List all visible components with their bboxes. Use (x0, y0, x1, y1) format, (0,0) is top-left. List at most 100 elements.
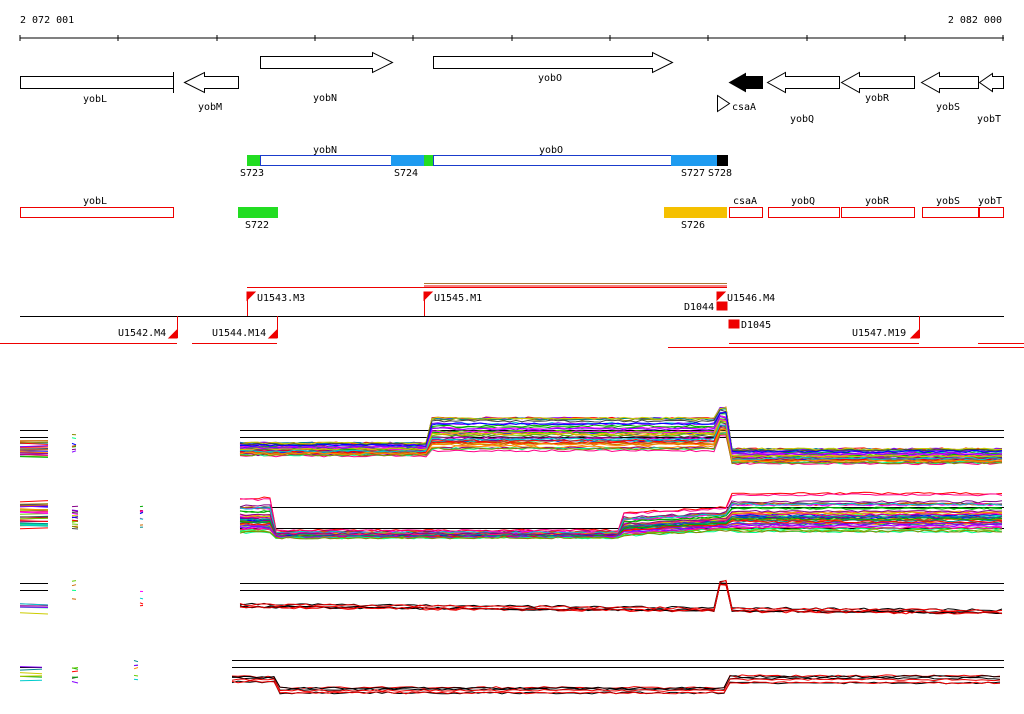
segment-green-small[interactable] (424, 155, 433, 166)
coordinate-ruler: 2 072 001 2 082 000 (19, 15, 1004, 41)
expression-stub-line (19, 456, 49, 458)
gene-yobQ[interactable] (766, 71, 840, 94)
lower-label-yobT: yobT (978, 196, 1002, 207)
expression-profile-line (239, 579, 1003, 613)
label-D1045: D1045 (741, 320, 771, 331)
unit-U1542-marker[interactable] (167, 328, 178, 339)
label-U1543: U1543.M3 (257, 293, 305, 304)
label-csaA: csaA (732, 102, 756, 113)
expression-lines-1 (239, 406, 1003, 466)
expression-stub-line (19, 603, 49, 606)
label-D1044: D1044 (684, 302, 714, 313)
expression-stub-line (139, 510, 144, 513)
unit-U1545-marker[interactable] (423, 291, 434, 302)
expression-profile-line (239, 424, 1003, 460)
expression-stub-line (133, 667, 139, 670)
expression-profile-line (239, 583, 1003, 615)
expression-stub-line (71, 512, 79, 515)
expression-stub-line (71, 528, 79, 530)
segment-S727[interactable] (671, 155, 717, 166)
gene-annotation-track (20, 51, 1004, 113)
segment-label-yobO: yobO (539, 145, 563, 156)
label-yobS: yobS (936, 102, 960, 113)
gene-yobM[interactable] (183, 71, 239, 94)
expression-profile-line (239, 433, 1003, 465)
segment-yobO[interactable] (433, 155, 672, 166)
label-U1545: U1545.M1 (434, 293, 482, 304)
gene-yobS[interactable] (920, 71, 979, 94)
expression-lines-3 (239, 579, 1003, 615)
gene-csaA[interactable] (717, 72, 763, 113)
segment-S726[interactable] (664, 207, 727, 218)
unit-U1547-marker[interactable] (909, 328, 920, 339)
gene-yobT[interactable] (978, 72, 1004, 93)
expression-stub-line (19, 606, 49, 608)
gene-yobL[interactable] (20, 72, 174, 93)
label-S724: S724 (394, 168, 418, 179)
segment-yobQ[interactable] (768, 207, 840, 218)
unit-U1543-marker[interactable] (246, 291, 257, 302)
expression-profile-line (239, 419, 1003, 458)
expression-track-4 (20, 660, 1004, 695)
expression-stub-line (71, 509, 79, 512)
expression-stub-line (139, 511, 144, 515)
expression-profile-line (239, 407, 1003, 451)
expression-stub-line (19, 511, 49, 513)
segment-S723[interactable] (247, 155, 260, 166)
expression-lines-4 (231, 674, 1001, 695)
expression-profile-line (239, 493, 1003, 533)
unit-U1544-marker[interactable] (267, 328, 278, 339)
gene-yobN[interactable] (260, 51, 394, 74)
expression-profile-line (239, 409, 1003, 453)
label-U1546: U1546.M4 (727, 293, 775, 304)
segment-yobT[interactable] (979, 207, 1004, 218)
expression-profile-line (232, 676, 1001, 691)
segment-S724[interactable] (391, 155, 424, 166)
lower-label-csaA: csaA (733, 196, 757, 207)
expression-profile-line (239, 520, 1003, 538)
expression-stub-line (71, 444, 77, 448)
segment-yobN[interactable] (260, 155, 392, 166)
label-yobM: yobM (198, 102, 222, 113)
ruler-end-label: 2 082 000 (948, 15, 1002, 26)
expression-stub-line (19, 612, 49, 615)
segment-yobR[interactable] (841, 207, 915, 218)
expression-stub-line (71, 516, 79, 519)
expression-stub-line (71, 580, 77, 582)
expression-stub-line (19, 511, 49, 514)
expression-stub-line (19, 503, 49, 505)
label-U1547: U1547.M19 (852, 328, 906, 339)
expression-stub-line (19, 508, 49, 511)
expression-stub-line (19, 505, 49, 508)
expression-stub-line (19, 522, 49, 525)
expression-stub-line (19, 445, 49, 448)
segment-S722[interactable] (238, 207, 278, 218)
gene-yobO[interactable] (433, 51, 674, 74)
segment-csaA[interactable] (729, 207, 763, 218)
label-S727: S727 (681, 168, 705, 179)
segment-yobL[interactable] (20, 207, 174, 218)
expression-stub-line (133, 660, 139, 663)
expression-stub-line (71, 437, 77, 439)
expression-lines-2 (239, 491, 1003, 540)
unit-D1044-marker[interactable] (716, 301, 728, 311)
gene-labels: yobL yobM yobN yobO csaA yobQ yobR yobS … (83, 73, 1001, 125)
expression-stub-line (71, 598, 77, 600)
segment-yobS[interactable] (922, 207, 979, 218)
expression-stub-line (19, 442, 49, 445)
label-yobQ: yobQ (790, 114, 814, 125)
unit-D1045-marker[interactable] (728, 319, 740, 329)
expression-track-2 (239, 491, 1004, 540)
expression-profile-line (239, 411, 1003, 454)
label-yobO: yobO (538, 73, 562, 84)
gene-yobR[interactable] (840, 71, 915, 94)
label-S722: S722 (245, 220, 269, 231)
unit-U1546-marker[interactable] (716, 291, 727, 302)
label-U1542: U1542.M4 (118, 328, 166, 339)
segment-S728[interactable] (717, 155, 728, 166)
expression-stub-line (71, 511, 79, 514)
label-S728: S728 (708, 168, 732, 179)
label-yobL: yobL (83, 94, 107, 105)
expression-stub-line (19, 675, 43, 677)
